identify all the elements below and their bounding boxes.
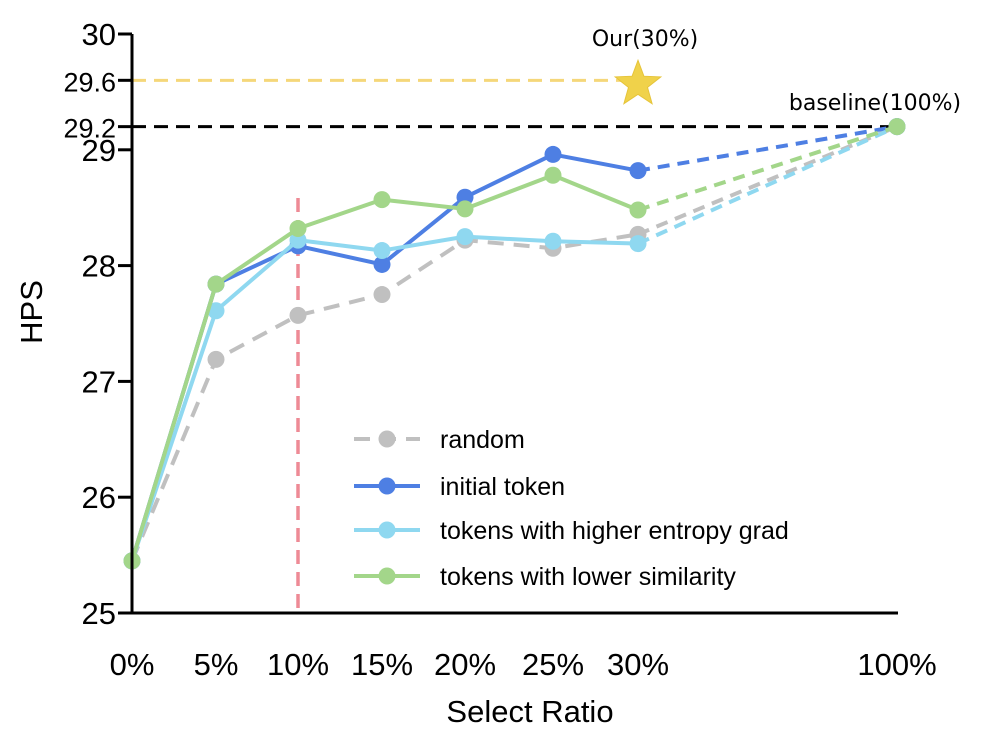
x-tick-label-5: 5% [194,647,239,682]
star-icon [613,58,663,105]
y-tick-label-29-2: 29.2 [63,114,116,144]
point-tokens-with-higher-entropy-grad-5 [207,302,225,320]
y-tick-label-30: 30 [82,17,116,52]
point-random-10 [289,306,307,324]
point-initial-token-25 [544,145,562,163]
point-initial-token-15 [373,255,391,273]
legend-marker-initial-token [378,477,396,495]
series-extension-tokens-with-higher-entropy-grad [637,124,898,246]
point-tokens-with-lower-similarity-25 [544,166,562,184]
y-tick-label-26: 26 [82,480,116,515]
y-tick-label-29-6: 29.6 [63,67,116,97]
y-tick-label-28: 28 [82,249,116,284]
point-tokens-with-lower-similarity-20 [456,200,474,218]
y-axis-title: HPS [14,280,49,344]
series-extension-random [637,124,898,237]
point-initial-token-30 [629,162,647,180]
legend-label-random: random [440,426,525,454]
legend-label-tokens-with-higher-entropy-grad: tokens with higher entropy grad [440,517,789,545]
x-tick-label-100: 100% [857,647,936,682]
point-tokens-with-lower-similarity-30 [629,201,647,219]
x-tick-label-30: 30% [607,647,669,682]
x-tick-label-25: 25% [522,647,584,682]
point-tokens-with-lower-similarity-100 [888,118,906,136]
point-tokens-with-lower-similarity-15 [373,191,391,209]
x-tick-label-10: 10% [267,647,329,682]
x-tick-label-0: 0% [110,647,155,682]
y-tick-label-25: 25 [82,596,116,631]
point-tokens-with-higher-entropy-grad-20 [456,228,474,246]
point-random-15 [373,286,391,304]
x-tick-label-20: 20% [434,647,496,682]
annotation-our-30: Our(30%) [592,27,698,52]
series-extension-initial-token [637,124,898,173]
series-extension-tokens-with-lower-similarity [637,124,898,212]
legend-marker-tokens-with-higher-entropy-grad [378,521,396,539]
x-tick-label-15: 15% [351,647,413,682]
point-tokens-with-lower-similarity-10 [289,220,307,238]
point-random-5 [207,350,225,368]
y-tick-label-29: 29 [82,133,116,168]
annotation-baseline-100: baseline(100%) [789,91,961,116]
legend-label-initial-token: initial token [440,473,565,501]
legend-marker-random [378,430,396,448]
series-line-tokens-with-lower-similarity [130,173,639,562]
legend-marker-tokens-with-lower-similarity [378,567,396,585]
point-tokens-with-higher-entropy-grad-15 [373,242,391,260]
point-tokens-with-higher-entropy-grad-25 [544,232,562,250]
legend-label-tokens-with-lower-similarity: tokens with lower similarity [440,563,736,591]
x-axis-title: Select Ratio [446,694,613,729]
y-tick-label-27: 27 [82,364,116,399]
point-tokens-with-lower-similarity-5 [207,275,225,293]
point-tokens-with-higher-entropy-grad-30 [629,235,647,253]
